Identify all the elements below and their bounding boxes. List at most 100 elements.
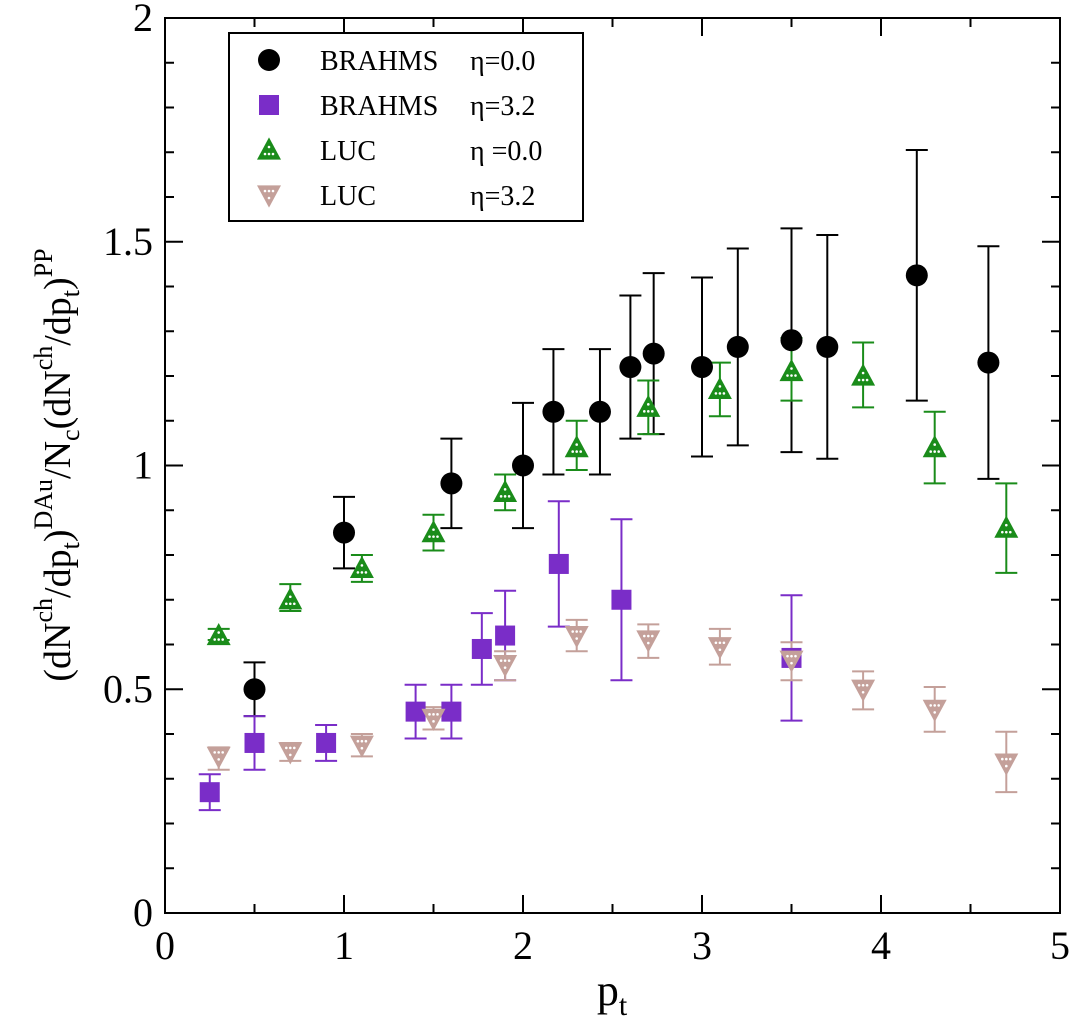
marker-dot (360, 746, 364, 750)
marker-dot (436, 535, 439, 538)
data-point (405, 701, 426, 722)
data-point (243, 678, 266, 701)
marker-dot (861, 378, 865, 382)
legend-name: BRAHMS (320, 91, 438, 122)
marker-shape (851, 363, 876, 386)
marker-dot (933, 704, 936, 707)
marker-dot (364, 739, 368, 743)
marker-shape (726, 335, 749, 358)
marker-dot (271, 152, 275, 156)
marker-dot (933, 450, 936, 453)
legend-name: LUC (320, 181, 376, 212)
x-axis-label: pt (597, 966, 628, 1022)
error-bars (198, 149, 1018, 812)
marker-dot (647, 641, 650, 645)
marker-dot (263, 189, 267, 193)
data-point (548, 553, 569, 574)
marker-dot (503, 488, 507, 491)
marker-shape (257, 185, 281, 208)
marker-shape (707, 376, 732, 400)
marker-shape (851, 679, 876, 702)
marker-shape (816, 335, 839, 358)
legend-entries: BRAHMS η=0.0 BRAHMS η=3.2 LUC η =0.0 LUC η=3.2 (257, 46, 542, 212)
marker-dot (718, 392, 722, 395)
marker-shape (619, 356, 642, 379)
marker-dot (579, 450, 582, 453)
marker-dot (499, 659, 503, 662)
marker-dot (217, 631, 220, 634)
data-point (691, 356, 713, 379)
x-tick-label: 0 (155, 923, 175, 968)
marker-dot (571, 450, 574, 453)
marker-shape (922, 435, 947, 458)
data-point (636, 630, 661, 653)
marker-dot (786, 654, 789, 658)
marker-dot (428, 535, 431, 538)
marker-dot (432, 528, 435, 531)
data-point (349, 735, 374, 758)
legend-name: BRAHMS (320, 46, 438, 77)
data-point (441, 701, 462, 722)
legend-entry: BRAHMS η=3.2 (259, 91, 535, 122)
marker-shape (440, 472, 463, 495)
marker-dot (790, 661, 793, 665)
marker-dot (436, 713, 439, 716)
marker-dot (213, 751, 216, 754)
marker-dot (575, 443, 578, 446)
marker-shape (258, 49, 280, 71)
marker-dot (432, 535, 435, 538)
data-point (440, 472, 463, 495)
marker-dot (579, 630, 582, 633)
marker-dot (1009, 530, 1012, 534)
marker-dot (929, 704, 932, 707)
marker-shape (780, 329, 803, 352)
legend: BRAHMS η=0.0 BRAHMS η=3.2 LUC η =0.0 LUC η=3.2 (228, 32, 584, 222)
y-tick-label: 1 (133, 443, 153, 488)
marker-dot (647, 403, 650, 406)
data-point (779, 358, 804, 382)
marker-dot (718, 641, 722, 645)
data-point (542, 400, 565, 423)
marker-dot (221, 751, 224, 754)
marker-dot (217, 751, 220, 754)
marker-shape (471, 638, 492, 659)
marker-dot (857, 683, 861, 687)
data-point (471, 638, 492, 659)
y-axis-label-part: c (56, 429, 85, 441)
marker-dot (575, 630, 578, 633)
legend-entry: BRAHMS η=0.0 (258, 46, 535, 77)
data-markers (199, 264, 1019, 803)
data-point (636, 394, 661, 417)
data-point (851, 679, 876, 702)
marker-dot (571, 630, 574, 633)
marker-dot (360, 564, 364, 567)
marker-shape (243, 678, 266, 701)
data-point (588, 400, 611, 423)
data-point (619, 356, 642, 379)
marker-dot (643, 410, 646, 413)
data-point (493, 479, 518, 502)
marker-shape (259, 95, 279, 115)
marker-dot (790, 374, 793, 377)
marker-dot (1001, 757, 1004, 761)
marker-dot (1005, 764, 1008, 768)
legend-eta: η=3.2 (470, 181, 535, 212)
marker-shape (636, 630, 661, 653)
marker-shape (493, 655, 518, 678)
marker-shape (405, 701, 426, 722)
marker-dot (507, 495, 511, 498)
marker-dot (267, 145, 271, 149)
marker-shape (564, 435, 589, 458)
data-point (564, 625, 589, 649)
marker-dot (647, 634, 650, 638)
marker-dot (794, 654, 797, 658)
marker-dot (499, 495, 503, 498)
marker-dot (933, 443, 936, 446)
marker-dot (643, 634, 646, 638)
data-point (922, 699, 947, 722)
y-tick-label: 2 (133, 0, 153, 40)
data-point (994, 753, 1019, 776)
marker-dot (933, 711, 936, 714)
legend-box (228, 32, 584, 222)
data-point (707, 376, 732, 400)
